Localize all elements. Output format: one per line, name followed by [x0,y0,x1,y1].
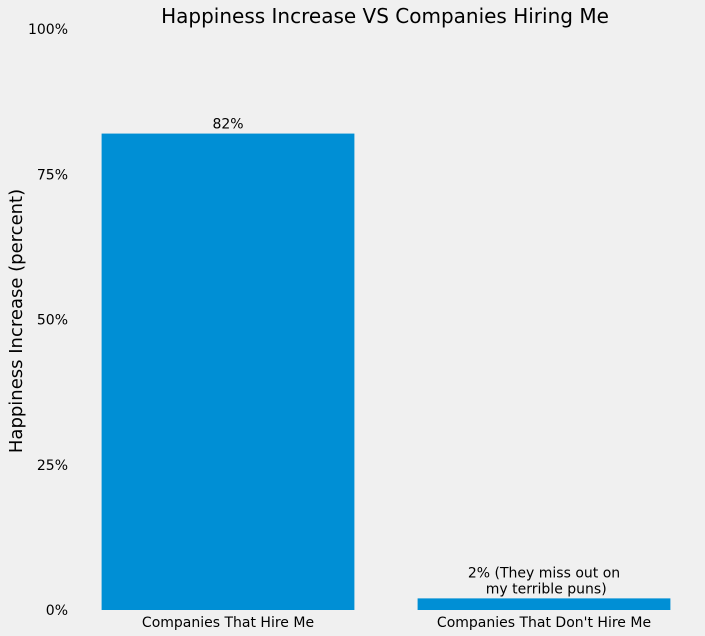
y-axis-ticks: 0% 25% 50% 75% 100% [28,22,68,619]
y-tick-label: 25% [37,458,68,474]
x-tick-label: Companies That Hire Me [142,615,314,631]
bar-value-label: 82% [212,117,243,133]
bar [101,133,355,610]
bars [101,133,671,610]
bar-value-label-line: 82% [212,117,243,133]
y-tick-label: 50% [37,313,68,329]
y-axis-label: Happiness Increase (percent) [6,189,27,453]
x-axis-ticks: Companies That Hire Me Companies That Don… [142,615,651,631]
chart-title: Happiness Increase VS Companies Hiring M… [161,4,609,28]
y-tick-label: 75% [37,167,68,183]
x-tick-label: Companies That Don't Hire Me [437,615,651,631]
bar-value-label-line: 2% (They miss out on [468,565,620,581]
bar-value-label-line: my terrible puns) [481,581,606,597]
y-tick-label: 0% [46,603,68,619]
bar [417,598,671,610]
bar-value-label: 2% (They miss out on my terrible puns) [468,565,620,597]
bar-value-labels: 82% 2% (They miss out on my terrible puns… [212,117,620,598]
y-tick-label: 100% [28,22,68,38]
